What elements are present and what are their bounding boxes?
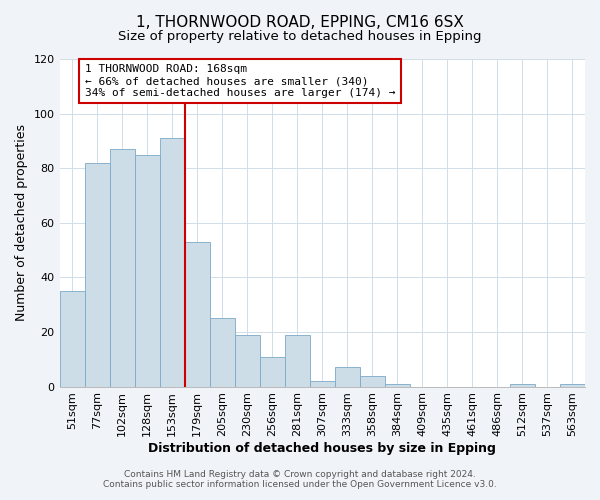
Bar (110, 149, 134, 386)
Bar (560, 384, 585, 386)
Bar (285, 334, 310, 386)
Text: 1 THORNWOOD ROAD: 168sqm
← 66% of detached houses are smaller (340)
34% of semi-: 1 THORNWOOD ROAD: 168sqm ← 66% of detach… (85, 64, 395, 98)
Bar (360, 376, 385, 386)
Bar (335, 368, 360, 386)
Bar (235, 334, 260, 386)
Bar (185, 242, 209, 386)
Bar (134, 154, 160, 386)
Bar (85, 162, 110, 386)
Y-axis label: Number of detached properties: Number of detached properties (15, 124, 28, 322)
Text: Size of property relative to detached houses in Epping: Size of property relative to detached ho… (118, 30, 482, 43)
Bar (160, 138, 185, 386)
Text: Contains HM Land Registry data © Crown copyright and database right 2024.
Contai: Contains HM Land Registry data © Crown c… (103, 470, 497, 489)
Bar (310, 381, 335, 386)
Bar (209, 318, 235, 386)
Bar (260, 356, 285, 386)
Bar (385, 384, 410, 386)
X-axis label: Distribution of detached houses by size in Epping: Distribution of detached houses by size … (148, 442, 496, 455)
Bar (59, 291, 85, 386)
Text: 1, THORNWOOD ROAD, EPPING, CM16 6SX: 1, THORNWOOD ROAD, EPPING, CM16 6SX (136, 15, 464, 30)
Bar (510, 384, 535, 386)
